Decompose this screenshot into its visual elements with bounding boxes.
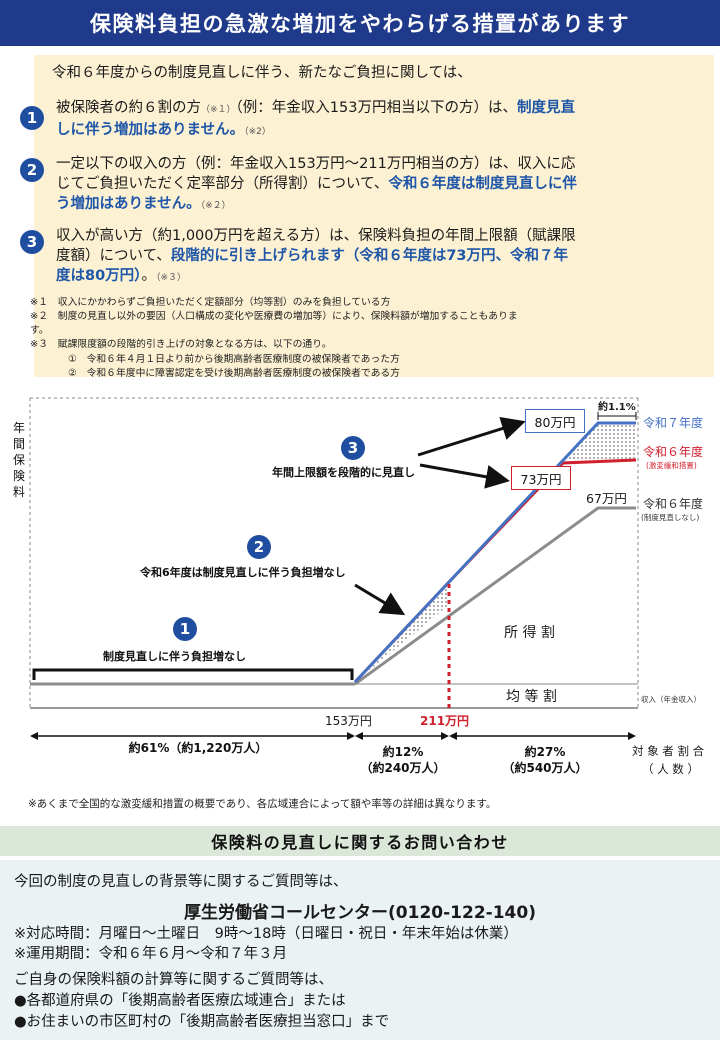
item-3-mark: （※３）	[155, 273, 186, 283]
subnote-1: ① 令和６年４月１日より前から後期高齢者医療制度の被保険者であった方	[68, 354, 400, 365]
value-67-label: 67万円	[586, 491, 627, 506]
item-2-mark: （※２）	[200, 201, 231, 211]
item-3-text-b: 。	[141, 268, 156, 284]
chart-label-3: 年間上限額を段階的に見直し	[272, 466, 415, 479]
contact-box	[0, 860, 720, 1040]
segment-2-pct: 約12%	[382, 745, 424, 759]
line-r6-no-reform	[354, 506, 636, 686]
item-3: 収入が高い方（約1,000万円を超える方）は、保険料負担の年間上限額（賦課限 度…	[56, 226, 696, 288]
item-3-text: 度額）について、	[56, 248, 171, 264]
item-1-highlight-b: しに伴う増加はありません。	[56, 122, 245, 138]
item-1-mark-a: （※１）	[201, 105, 236, 115]
x-tick-211: 211万円	[420, 714, 470, 728]
subnote-2: ② 令和６年度中に障害認定を受け後期高齢者医療制度の被保険者である方	[68, 368, 400, 379]
legend-r6-sub: (激変緩和措置)	[646, 461, 697, 470]
note-2-cont: す。	[30, 325, 49, 336]
item-badge-3: 3	[20, 230, 44, 254]
contact-bullet-1: ●各都道府県の「後期高齢者医療広域連合」または	[14, 993, 346, 1009]
item-2-text: じてご負担いただく定率部分（所得割）について、	[56, 176, 389, 192]
note-3: ※３ 賦課限度額の段階的引き上げの対象となる方は、以下の通り。	[30, 339, 332, 350]
chart-label-2: 令和6年度は制度見直しに伴う負担増なし	[140, 566, 346, 579]
x-tick-153: 153万円	[325, 714, 372, 728]
target-ratio-label: 対 象 者 割 合	[632, 744, 705, 758]
range-arrow-3-head-left	[449, 732, 457, 740]
range-arrow-2-head-left	[355, 732, 363, 740]
range-arrow-3-head-right	[628, 732, 636, 740]
item-badge-1: 1	[20, 106, 44, 130]
range-arrow-1-head-right	[347, 732, 355, 740]
hatch-area-upper	[563, 423, 636, 463]
bracket-item-1	[32, 668, 354, 680]
chart-footnote: ※あくまで全国的な激変緩和措置の概要であり、各広域連合によって額や率等の詳細は異…	[28, 798, 497, 810]
item-1-mark-b: （※2）	[244, 127, 271, 137]
segment-3-pct: 約27%	[524, 745, 566, 759]
legend-r6-base-sub: (制度見直しなし)	[641, 513, 700, 522]
contact-period: ※運用期間：令和６年６月～令和７年３月	[14, 946, 288, 962]
item-2-highlight-a: 令和６年度は制度見直しに伴	[388, 176, 577, 192]
target-count-label: （ 人 数 ）	[642, 762, 699, 776]
segment-3-count: （約540万人）	[502, 761, 588, 775]
chart-label-1: 制度見直しに伴う負担増なし	[103, 650, 246, 663]
contact-bullet-2: ●お住まいの市区町村の「後期高齢者医療担当窓口」まで	[14, 1014, 390, 1030]
segment-2-count: （約240万人）	[360, 761, 446, 775]
value-80-label: 80万円	[525, 409, 585, 433]
legend-r7: 令和７年度	[643, 416, 704, 430]
area-flat-label: 均 等 割	[506, 689, 557, 705]
chart-badge-1: 1	[173, 617, 197, 641]
item-1-text-a: 被保険者の約６割の方	[56, 100, 201, 116]
item-badge-2: 2	[20, 158, 44, 182]
item-2-highlight-b: う増加はありません。	[56, 196, 201, 212]
pct-label: 約1.1%	[598, 402, 636, 413]
item-1-highlight-a: 制度見直	[516, 100, 575, 116]
note-2: ※２ 制度の見直し以外の要因（人口構成の変化や医療費の増加等）により、保険料額が…	[30, 311, 518, 322]
contact-hours: ※対応時間：月曜日～土曜日 9時～18時（日曜日・祝日・年末年始は休業）	[14, 926, 518, 942]
chart-badge-2: 2	[247, 535, 271, 559]
legend-r6-base: 令和６年度	[643, 497, 704, 511]
page-title: 保険料負担の急激な増加をやわらげる措置があります	[0, 0, 720, 46]
line-r7	[353, 421, 636, 684]
range-arrow-2-head-right	[441, 732, 449, 740]
y-axis-label: 年間保険料	[12, 421, 25, 499]
item-3-highlight-a: 段階的に引き上げられます（令和６年度は73万円、令和７年	[170, 248, 569, 264]
value-73-label: 73万円	[511, 466, 571, 490]
legend-r6: 令和６年度	[643, 445, 704, 459]
contact-line-2: ご自身の保険料額の計算等に関するご質問等は、	[14, 972, 333, 988]
chart-badge-3: 3	[341, 436, 365, 460]
item-1: 被保険者の約６割の方（※１）（例：年金収入153万円相当以下の方）は、制度見直 …	[56, 98, 696, 142]
area-income-label: 所 得 割	[504, 625, 555, 641]
arrow-to-73	[419, 463, 510, 489]
arrow-to-hatch	[354, 583, 406, 616]
item-2-line-1: 一定以下の収入の方（例：年金収入153万円～211万円相当の方）は、収入に応	[56, 156, 576, 172]
item-1-text-b: （例：年金収入153万円相当以下の方）は、	[235, 100, 517, 116]
range-arrow-1-head-left	[30, 732, 38, 740]
contact-line-1: 今回の制度の見直しの背景等に関するご質問等は、	[14, 874, 348, 890]
arrow-to-80	[417, 416, 526, 457]
item-2: 一定以下の収入の方（例：年金収入153万円～211万円相当の方）は、収入に応 じ…	[56, 154, 696, 216]
note-1: ※１ 収入にかかわらずご負担いただく定額部分（均等割）のみを負担している方	[30, 297, 391, 308]
call-center-name: 厚生労働省コールセンター(0120-122-140)	[184, 903, 536, 923]
premium-chart	[29, 397, 639, 740]
segment-1-label: 約61%（約1,220万人）	[128, 741, 268, 755]
intro-text: 令和６年度からの制度見直しに伴う、新たなご負担に関しては、	[52, 65, 472, 81]
item-3-highlight-b: 度は80万円）	[56, 268, 142, 284]
x-axis-label: 収入（年金収入）	[641, 695, 701, 704]
item-3-line-1: 収入が高い方（約1,000万円を超える方）は、保険料負担の年間上限額（賦課限	[56, 228, 576, 244]
info-box	[34, 55, 714, 377]
contact-heading: 保険料の見直しに関するお問い合わせ	[0, 826, 720, 856]
